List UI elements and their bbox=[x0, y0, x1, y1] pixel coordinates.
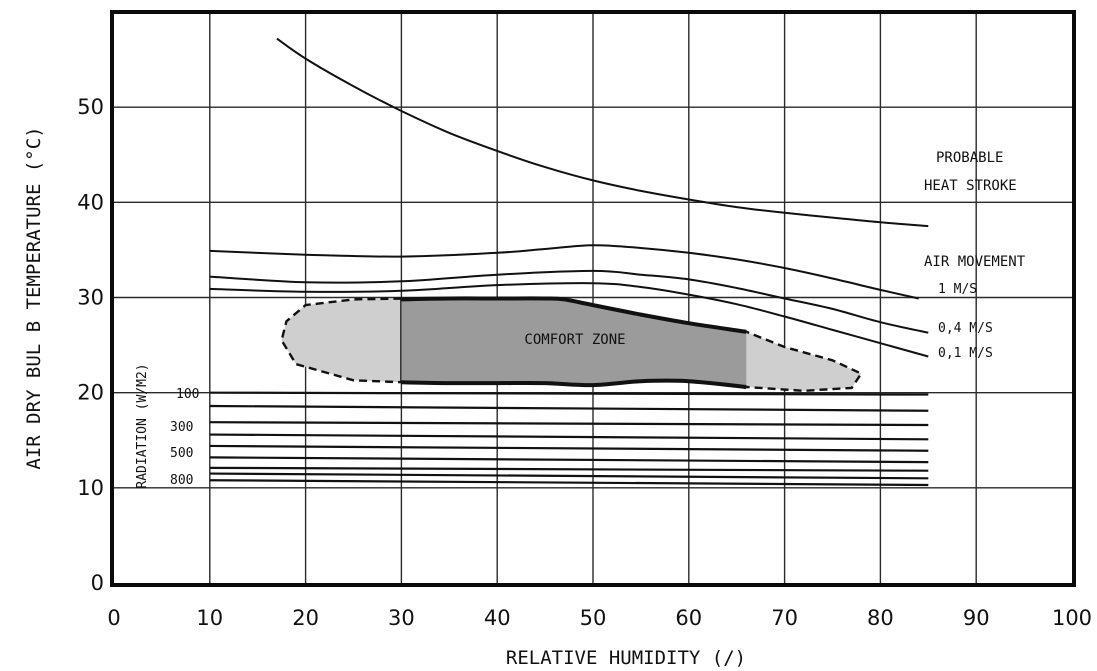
radiation-line-1 bbox=[209, 391, 929, 396]
air-speed-label-1: 1 M/S bbox=[938, 282, 977, 297]
x-tick-40: 40 bbox=[484, 606, 511, 630]
air-movement-curve-2 bbox=[209, 269, 929, 334]
x-tick-100: 100 bbox=[1052, 606, 1092, 630]
y-tick-20: 20 bbox=[77, 381, 104, 405]
y-axis-title: AIR DRY BUL B TEMPERATURE (°C) bbox=[23, 126, 45, 469]
air-movement-title: AIR MOVEMENT bbox=[924, 254, 1026, 270]
tick-labels: 0 10 20 30 40 50 60 70 80 90 100 0 10 20 30 40 50 bbox=[77, 95, 1092, 630]
air-speed-label-3: 0,1 M/S bbox=[938, 346, 993, 361]
radiation-line-4 bbox=[209, 433, 929, 441]
x-tick-0: 0 bbox=[107, 606, 120, 630]
heat-stroke-curve bbox=[276, 37, 929, 228]
x-tick-60: 60 bbox=[675, 606, 702, 630]
air-speed-label-2: 0,4 M/S bbox=[938, 321, 993, 336]
x-tick-50: 50 bbox=[580, 606, 607, 630]
heat-stroke-label-1: PROBABLE bbox=[936, 150, 1003, 166]
x-axis-title: RELATIVE HUMIDITY (/) bbox=[506, 647, 746, 669]
radiation-line-3 bbox=[209, 421, 929, 427]
y-tick-40: 40 bbox=[77, 190, 104, 214]
air-movement-curve-3 bbox=[209, 282, 929, 358]
curves bbox=[209, 37, 929, 487]
comfort-zone bbox=[280, 296, 863, 392]
radiation-line-7 bbox=[209, 466, 929, 472]
comfort-zone-lower-edge bbox=[401, 378, 747, 389]
radiation-label-100: 100 bbox=[176, 387, 199, 402]
comfort-zone-label: COMFORT ZONE bbox=[524, 332, 625, 348]
comfort-zone-upper-edge bbox=[401, 296, 747, 334]
radiation-title: RADIATION (W/M2) bbox=[135, 363, 150, 488]
x-tick-10: 10 bbox=[196, 606, 223, 630]
plot-frame bbox=[110, 10, 1076, 587]
x-tick-80: 80 bbox=[867, 606, 894, 630]
x-tick-30: 30 bbox=[388, 606, 415, 630]
radiation-label-300: 300 bbox=[170, 420, 193, 435]
grid bbox=[114, 11, 1072, 583]
y-tick-30: 30 bbox=[77, 286, 104, 310]
radiation-line-8 bbox=[209, 472, 929, 480]
y-tick-10: 10 bbox=[77, 476, 104, 500]
y-tick-50: 50 bbox=[77, 95, 104, 119]
heat-stroke-label-2: HEAT STROKE bbox=[924, 178, 1017, 194]
x-tick-20: 20 bbox=[292, 606, 319, 630]
radiation-label-500: 500 bbox=[170, 446, 193, 461]
x-tick-70: 70 bbox=[771, 606, 798, 630]
x-tick-90: 90 bbox=[963, 606, 990, 630]
radiation-line-2 bbox=[209, 404, 929, 412]
radiation-line-6 bbox=[209, 456, 929, 464]
comfort-zone-core bbox=[401, 298, 747, 387]
air-movement-curve-1 bbox=[209, 244, 919, 300]
y-tick-0: 0 bbox=[91, 571, 104, 595]
radiation-line-9 bbox=[209, 479, 929, 487]
radiation-line-5 bbox=[209, 444, 929, 452]
radiation-label-800: 800 bbox=[170, 473, 193, 488]
